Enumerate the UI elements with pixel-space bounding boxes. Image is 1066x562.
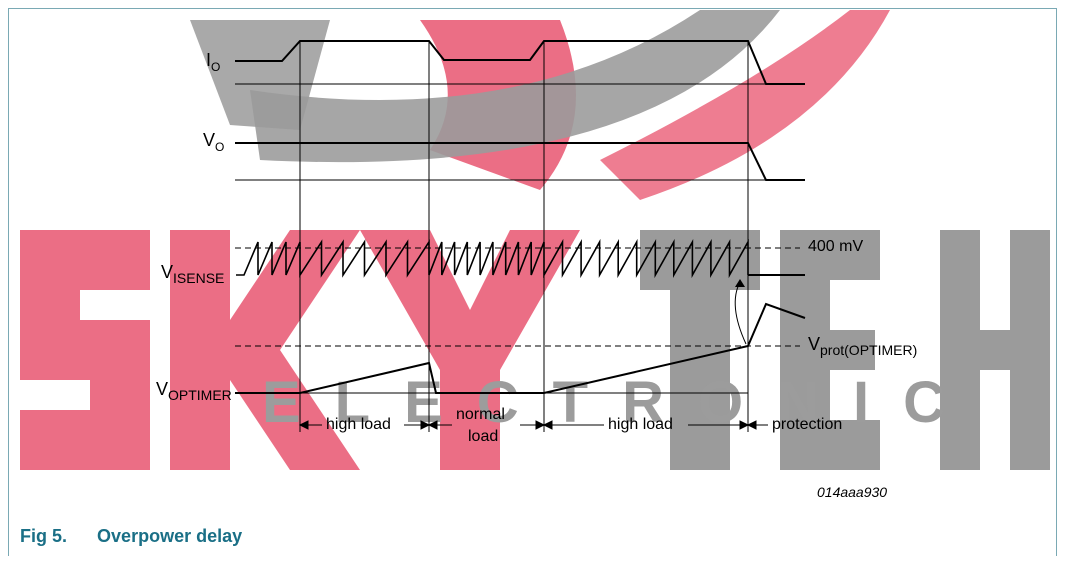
watermark-letter-t	[640, 230, 760, 470]
label-voptimer: VOPTIMER	[156, 379, 232, 403]
figure-caption: Fig 5. Overpower delay	[20, 526, 242, 547]
label-io: IO	[206, 50, 221, 74]
watermark-subtext: ELECTRONIC	[262, 370, 979, 435]
watermark-letter-k	[170, 230, 360, 470]
threshold-vprot-label: Vprot(OPTIMER)	[808, 334, 918, 358]
io-waveform	[235, 40, 805, 85]
phase-label-normal-line1: normal	[456, 406, 505, 423]
voptimer-waveform	[235, 302, 806, 394]
figure-title: Overpower delay	[97, 526, 243, 546]
threshold-400mv-label: 400 mV	[808, 238, 864, 255]
reference-lines	[235, 83, 765, 394]
watermark-swoosh-red-2	[600, 10, 890, 200]
watermark-letter-s	[20, 230, 150, 470]
label-visense: VISENSE	[161, 262, 225, 286]
watermark-letter-h	[940, 230, 1050, 470]
figure-number: Fig 5.	[20, 526, 68, 546]
figure-code: 014aaa930	[817, 484, 888, 500]
watermark-letter-y	[360, 230, 580, 470]
label-vo: VO	[203, 130, 225, 154]
visense-waveform	[236, 238, 749, 279]
protection-trigger-arrowhead	[735, 279, 745, 287]
phase-label-high-load-1: high load	[326, 416, 391, 433]
phase-label-protection: protection	[772, 416, 843, 433]
phase-label-high-load-2: high load	[608, 416, 673, 433]
page-frame	[8, 8, 1057, 556]
vo-waveform	[235, 142, 805, 181]
protection-trigger-arrow	[734, 281, 747, 345]
watermark-letter-e	[780, 230, 880, 470]
watermark-swoosh-gray-2	[250, 10, 780, 163]
threshold-lines	[235, 247, 800, 347]
time-markers	[299, 40, 749, 432]
phase-arrows	[298, 420, 768, 430]
phase-label-normal-line2: load	[468, 428, 499, 445]
